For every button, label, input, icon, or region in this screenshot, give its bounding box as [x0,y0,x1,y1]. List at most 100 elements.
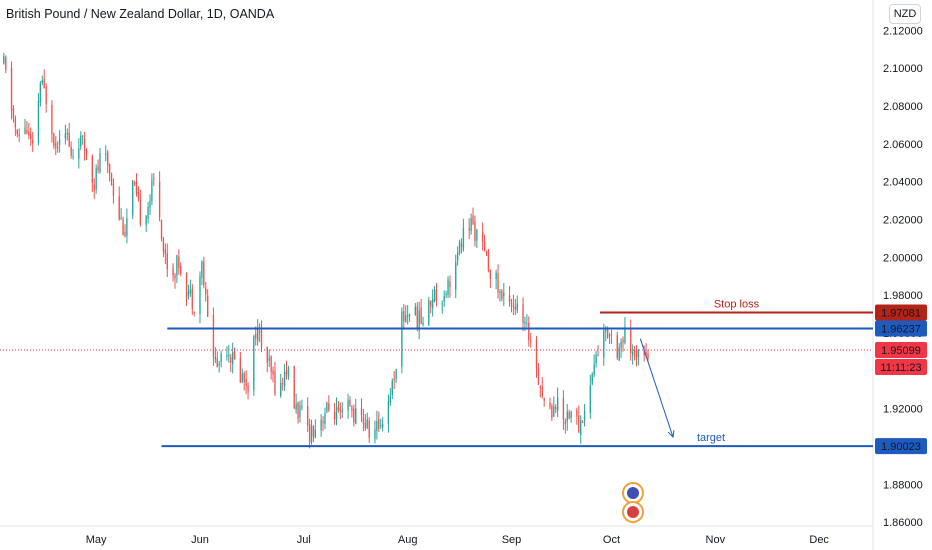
event-icons [622,482,644,523]
candle-body [630,328,632,354]
x-tick-label: Jun [191,534,209,546]
candle-body [487,249,490,271]
candle-body [566,411,568,422]
candle-body [314,429,317,438]
candle-body [207,295,209,317]
candle-body [153,178,155,180]
candle-body [272,370,274,375]
x-tick-label: Oct [603,534,620,546]
candle-body [549,402,551,407]
candle-body [551,405,553,419]
y-tick-label: 1.88000 [883,479,923,491]
candle-body [622,339,624,343]
candle-body [201,261,203,278]
current-price-badge [875,342,927,359]
candle-body [80,135,82,147]
candle-body [403,311,405,321]
countdown-badge-text: 11:11:23 [880,362,921,374]
currency-badge[interactable]: NZD [889,4,921,24]
candle-body [274,371,276,394]
x-tick-label: Jul [297,534,311,546]
candle-body [355,408,357,424]
candle-body [58,138,61,145]
stop-loss-badge [875,304,927,321]
candle-body [66,133,68,135]
candle-body [564,421,567,425]
candle-body [468,228,470,231]
candle-body [120,217,122,219]
candle-body [107,152,109,166]
y-tick-label: 2.10000 [883,63,923,75]
candle-body [339,408,342,411]
candle-body [462,227,465,250]
candle-body [112,183,115,196]
candle-body [137,192,140,199]
y-tick-label: 2.00000 [883,252,923,264]
candle-body [472,215,474,224]
candle-body [364,422,367,429]
candle-body [174,275,176,279]
candle-body [243,373,245,382]
candle-body [105,153,107,155]
candle-body [501,290,503,299]
candle-body [310,426,313,443]
support-badge-text: 1.90023 [881,441,921,453]
candle-body [474,221,476,241]
candle-body [530,340,532,342]
candle-body [460,243,463,248]
candle-body [91,155,93,183]
candle-body [485,252,488,254]
candle-body [499,291,501,294]
candle-body [132,180,134,216]
flag-icon-inner [627,506,639,518]
candle-body [431,299,434,309]
candle-body [608,335,611,337]
annotations-layer: Stop loss target [0,299,873,523]
x-tick-label: Dec [809,534,829,546]
candle-body [360,408,363,416]
candle-body [139,199,142,225]
candle-body [595,354,597,364]
candle-body [428,300,430,326]
candle-body [401,311,403,367]
candle-body [378,419,380,429]
candle-body [41,80,43,84]
candle-body [624,327,626,343]
candle-body [12,108,15,118]
candle-body [312,425,315,437]
candle-body [228,354,230,357]
candle-body [366,419,368,428]
candle-body [593,364,595,375]
candle-body [449,281,451,288]
candle-body [293,366,295,409]
target-arrow-shaft [639,338,674,438]
candle-body [539,387,542,389]
candle-body [99,153,101,172]
candle-body [239,358,242,383]
candle-body [218,363,220,365]
candle-body [39,83,42,103]
time-axis[interactable]: May Jun Jul Aug Sep Oct Nov Dec [86,534,830,546]
candle-body [368,420,370,438]
candle-body [133,182,136,184]
candle-body [93,184,95,191]
candle-body [16,129,18,135]
candle-body [455,262,457,290]
candle-body [193,311,195,313]
candle-body [541,386,543,397]
candle-body [416,306,418,328]
candle-body [187,291,190,296]
candle-body [108,164,111,174]
candle-body [301,406,303,408]
candle-body [589,385,592,413]
candle-body [422,322,424,325]
candle-body [110,173,113,185]
candle-body [231,352,234,365]
y-tick-label: 2.12000 [883,25,923,37]
candle-body [408,314,411,316]
candle-body [616,335,618,359]
candle-body [14,118,17,128]
candle-body [647,353,649,358]
candle-body [353,408,355,423]
